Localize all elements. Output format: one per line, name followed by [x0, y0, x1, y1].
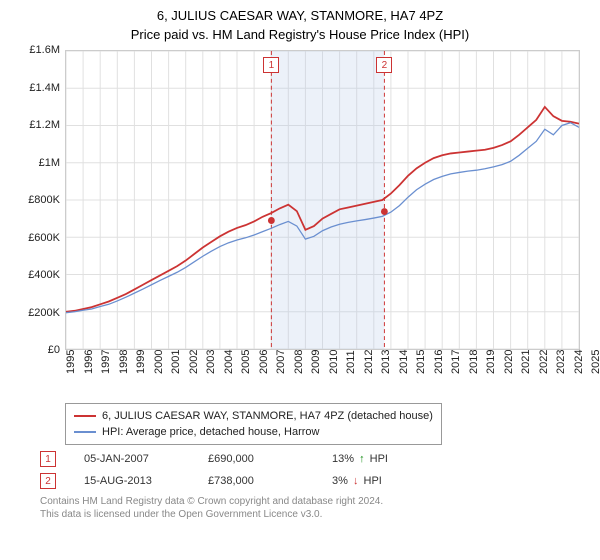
- transaction-hpi: 3% ↓ HPI: [332, 475, 432, 487]
- transaction-hpi: 13% ↑ HPI: [332, 453, 432, 465]
- ytick: £800K: [10, 194, 60, 206]
- transaction-price: £690,000: [208, 453, 308, 465]
- transaction-row: 1 05-JAN-2007 £690,000 13% ↑ HPI: [40, 451, 590, 467]
- ytick: £200K: [10, 307, 60, 319]
- transaction-marker: 2: [40, 473, 56, 489]
- legend-label: 6, JULIUS CAESAR WAY, STANMORE, HA7 4PZ …: [102, 408, 433, 424]
- legend-label: HPI: Average price, detached house, Harr…: [102, 424, 319, 440]
- transaction-date: 15-AUG-2013: [84, 475, 184, 487]
- chart-container: 6, JULIUS CAESAR WAY, STANMORE, HA7 4PZ …: [0, 0, 600, 560]
- chart-subtitle: Price paid vs. HM Land Registry's House …: [10, 27, 590, 42]
- plot-svg: [66, 51, 579, 349]
- xtick: 2025: [590, 350, 600, 374]
- ytick: £1.6M: [10, 44, 60, 56]
- license-footer: Contains HM Land Registry data © Crown c…: [40, 495, 590, 521]
- ytick: £1.2M: [10, 119, 60, 131]
- transaction-price: £738,000: [208, 475, 308, 487]
- chart-marker-2: 2: [376, 57, 392, 73]
- transaction-date: 05-JAN-2007: [84, 453, 184, 465]
- ytick: £1M: [10, 157, 60, 169]
- legend-item: 6, JULIUS CAESAR WAY, STANMORE, HA7 4PZ …: [74, 408, 433, 424]
- ytick: £0: [10, 344, 60, 356]
- transaction-row: 2 15-AUG-2013 £738,000 3% ↓ HPI: [40, 473, 590, 489]
- legend-item: HPI: Average price, detached house, Harr…: [74, 424, 433, 440]
- chart-title: 6, JULIUS CAESAR WAY, STANMORE, HA7 4PZ: [10, 8, 590, 23]
- legend-swatch: [74, 431, 96, 433]
- legend: 6, JULIUS CAESAR WAY, STANMORE, HA7 4PZ …: [65, 403, 442, 445]
- plot-area: 12: [65, 50, 580, 350]
- ytick: £600K: [10, 232, 60, 244]
- legend-swatch: [74, 415, 96, 417]
- chart-area: £0£200K£400K£600K£800K£1M£1.2M£1.4M£1.6M…: [10, 50, 590, 395]
- chart-marker-1: 1: [263, 57, 279, 73]
- footer-line-2: This data is licensed under the Open Gov…: [40, 508, 590, 521]
- ytick: £1.4M: [10, 82, 60, 94]
- transaction-marker: 1: [40, 451, 56, 467]
- transactions-table: 1 05-JAN-2007 £690,000 13% ↑ HPI 2 15-AUG-201…: [40, 451, 590, 489]
- footer-line-1: Contains HM Land Registry data © Crown c…: [40, 495, 590, 508]
- ytick: £400K: [10, 269, 60, 281]
